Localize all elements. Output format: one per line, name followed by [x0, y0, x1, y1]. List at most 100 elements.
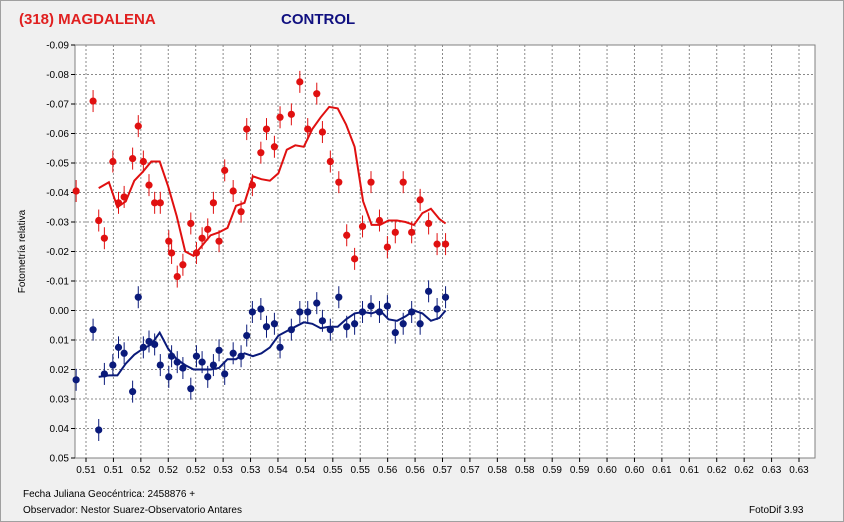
y-tick-label: 0.00 — [50, 306, 70, 317]
target-point — [156, 199, 164, 207]
y-tick-label: 0.01 — [50, 336, 70, 347]
target-point — [276, 113, 284, 121]
control-point — [173, 358, 181, 366]
control-point — [120, 349, 128, 357]
target-point — [313, 90, 321, 98]
target-point — [304, 125, 312, 133]
control-point — [262, 323, 271, 331]
target-point — [198, 234, 206, 242]
x-tick-label: 0.51 — [104, 465, 124, 476]
target-point — [165, 237, 173, 245]
target-point — [343, 231, 351, 239]
control-point — [237, 352, 245, 360]
control-point — [215, 346, 223, 354]
target-point — [100, 234, 108, 242]
x-tick-label: 0.62 — [707, 465, 727, 476]
x-tick-label: 0.56 — [378, 465, 398, 476]
x-tick-label: 0.57 — [433, 465, 453, 476]
target-point — [375, 216, 384, 225]
target-point — [139, 157, 147, 166]
control-point — [109, 361, 117, 369]
x-tick-label: 0.57 — [460, 465, 480, 476]
control-point — [114, 343, 123, 351]
x-tick-label: 0.55 — [323, 465, 343, 476]
x-tick-label: 0.63 — [762, 465, 782, 476]
target-point — [187, 219, 195, 228]
x-tick-label: 0.58 — [488, 465, 508, 476]
control-point — [129, 388, 137, 396]
julian-date-label: Fecha Juliana Geocéntrica: 2458876 + — [23, 489, 196, 500]
control-point — [139, 343, 147, 351]
x-tick-label: 0.62 — [734, 465, 754, 476]
x-tick-label: 0.52 — [131, 465, 151, 476]
x-tick-label: 0.60 — [597, 465, 617, 476]
control-point — [72, 376, 80, 384]
x-tick-label: 0.63 — [789, 465, 809, 476]
control-point — [343, 323, 351, 331]
target-point — [257, 149, 265, 157]
control-point — [192, 352, 201, 360]
control-point — [145, 337, 153, 346]
x-tick-label: 0.53 — [241, 465, 261, 476]
control-point — [100, 370, 108, 378]
x-tick-label: 0.60 — [625, 465, 645, 476]
target-point — [109, 157, 117, 166]
x-tick-label: 0.59 — [570, 465, 590, 476]
target-trend-line — [98, 105, 447, 258]
target-point — [173, 272, 181, 281]
control-point — [351, 320, 359, 328]
target-point — [391, 228, 399, 236]
control-point — [416, 320, 424, 328]
x-tick-label: 0.59 — [542, 465, 562, 476]
target-point — [114, 199, 123, 207]
control-point — [296, 308, 304, 316]
target-point — [120, 193, 128, 201]
control-point — [318, 317, 327, 325]
y-tick-label: -0.06 — [46, 129, 69, 140]
control-point — [243, 331, 251, 340]
y-tick-label: 0.04 — [50, 424, 70, 435]
target-point — [221, 166, 229, 174]
control-point — [367, 302, 375, 310]
control-trend-line — [98, 309, 447, 378]
y-tick-label: -0.05 — [46, 159, 69, 170]
target-point — [367, 178, 375, 186]
y-tick-label: 0.05 — [50, 454, 70, 465]
control-point — [425, 287, 433, 295]
control-title: CONTROL — [281, 11, 356, 28]
target-point — [441, 240, 450, 248]
control-point — [134, 293, 142, 301]
control-point — [204, 373, 212, 381]
target-point — [151, 199, 159, 207]
x-tick-label: 0.55 — [350, 465, 370, 476]
x-tick-label: 0.61 — [652, 465, 672, 476]
target-point — [408, 228, 416, 236]
y-tick-label: -0.04 — [46, 188, 69, 199]
target-point — [318, 128, 327, 136]
observer-label: Observador: Nestor Suarez-Observatorio A… — [23, 505, 242, 516]
control-point — [433, 305, 441, 313]
target-point — [237, 208, 245, 216]
control-point — [304, 308, 312, 316]
target-point — [351, 255, 359, 263]
target-point — [129, 154, 137, 163]
control-point — [167, 352, 176, 360]
control-point — [441, 293, 450, 301]
target-point — [335, 178, 343, 186]
target-point — [89, 97, 97, 105]
control-point — [165, 373, 173, 381]
target-point — [270, 143, 279, 151]
software-label: FotoDif 3.93 — [749, 505, 804, 516]
y-tick-label: -0.09 — [46, 41, 69, 52]
x-tick-label: 0.51 — [76, 465, 96, 476]
target-point — [399, 178, 407, 186]
x-tick-label: 0.52 — [159, 465, 179, 476]
control-point — [221, 370, 229, 378]
target-point — [326, 157, 334, 166]
control-point — [408, 308, 416, 316]
target-point — [358, 222, 367, 231]
control-point — [248, 308, 256, 316]
control-point — [276, 343, 284, 351]
x-tick-label: 0.61 — [680, 465, 700, 476]
